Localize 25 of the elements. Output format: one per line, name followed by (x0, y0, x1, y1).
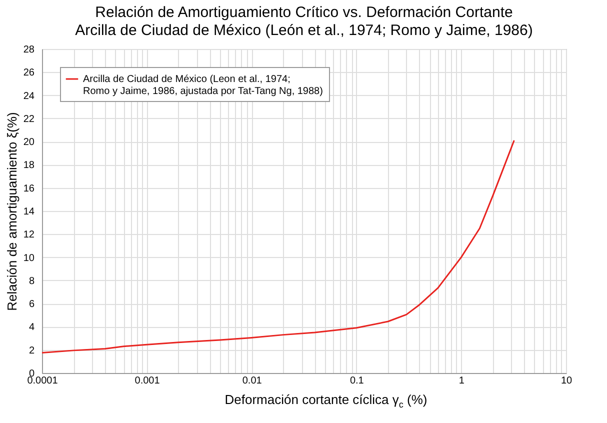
y-tick-label: 8 (28, 276, 35, 287)
y-tick-label: 24 (23, 90, 35, 102)
y-tick-label: 20 (23, 137, 35, 148)
x-tick-label: 0.1 (350, 376, 364, 386)
y-tick-label: 26 (23, 68, 35, 79)
x-tick-label: 1 (458, 376, 465, 386)
y-tick-label: 14 (23, 206, 35, 218)
x-tick-label: 0.001 (134, 376, 160, 386)
x-axis-title: Deformación cortante cíclica γ$_{c}$ (%) (224, 392, 428, 410)
y-tick-label: 4 (28, 322, 35, 334)
y-tick-label: 16 (23, 183, 35, 194)
x-tick-label: 10 (560, 376, 572, 386)
y-tick-label: 10 (23, 252, 35, 264)
y-tick-label: 22 (23, 114, 35, 125)
chart-subtitle: Arcilla de Ciudad de México (León et al., 1974; Romo y Jaime, 1986) (75, 22, 533, 39)
y-tick-label: 28 (23, 44, 35, 56)
y-tick-label: 6 (28, 299, 35, 310)
chart-title: Relación de Amortiguamiento Crítico vs. Deformación Cortante (95, 4, 513, 21)
y-tick-label: 18 (23, 160, 35, 172)
x-tick-label: 0.0001 (27, 376, 58, 386)
y-axis-title: Relación de amortiguamiento ξ(%) (4, 112, 20, 311)
x-tick-label: 0.01 (242, 376, 262, 386)
y-tick-label: 2 (28, 345, 35, 356)
y-tick-label: 12 (23, 230, 35, 241)
legend-label: Arcilla de Ciudad de México (Leon et al., 1974; Romo y Jaime, 1986, ajustada por Tat-Tang Ng, 1988) (83, 74, 323, 97)
